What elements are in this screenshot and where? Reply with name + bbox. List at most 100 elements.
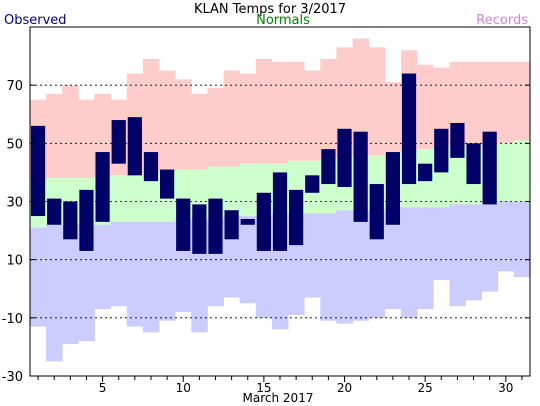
record-high-band [320,58,337,158]
observed-bar [305,175,320,193]
record-low-band [46,224,63,362]
record-high-band [513,61,531,141]
record-high-band [384,82,402,153]
observed-bar [450,122,465,158]
record-high-band [142,58,160,173]
record-high-band [481,61,499,144]
normal-range-band [239,163,257,217]
record-high-band [433,67,450,150]
observed-bar [111,120,126,164]
record-low-band [62,224,79,345]
observed-bar [160,169,175,199]
normal-range-band [513,140,531,202]
record-low-band [417,207,434,310]
x-tick-label: 20 [337,381,352,395]
record-low-band [78,224,95,342]
observed-bar [434,128,449,173]
record-high-band [62,85,79,179]
y-tick-label: 30 [6,196,23,211]
record-low-band [449,204,466,307]
record-high-band [159,70,176,173]
chart-title: KLAN Temps for 3/2017 [194,2,346,17]
observed-bar [47,198,62,225]
normal-range-band [142,172,160,222]
legend-records: Records [476,13,528,28]
record-low-band [94,224,112,310]
observed-bar [240,218,255,225]
record-low-band [126,221,144,327]
record-high-band [465,61,483,147]
observed-bar [127,117,142,176]
plot-area [30,38,531,362]
observed-bar [63,201,78,240]
observed-bar [272,172,288,251]
record-low-band [30,227,47,327]
record-high-band [78,99,95,179]
record-high-band [255,58,273,164]
normal-range-band [223,166,241,217]
record-low-band [336,210,353,324]
x-tick-label: 25 [418,381,433,395]
record-low-band [110,221,128,307]
y-tick-label: -30 [2,370,23,385]
observed-bar [143,152,159,182]
observed-bar [192,204,207,254]
record-low-band [352,210,370,321]
observed-bar [79,189,94,251]
record-low-band [497,201,515,272]
observed-bar [224,210,239,240]
record-low-band [384,207,402,310]
record-high-band [271,61,289,164]
observed-bar [369,184,384,240]
observed-bar [176,198,191,251]
observed-bar [30,125,46,217]
x-axis-label: March 2017 [243,391,314,405]
record-low-band [481,204,499,292]
observed-bar [337,128,352,187]
observed-bar [401,73,417,185]
observed-bar [466,143,481,185]
record-low-band [320,213,337,321]
observed-bar [418,163,433,182]
normal-range-band [126,175,144,222]
observed-bar [208,198,223,254]
record-high-band [46,93,63,179]
legend-normals: Normals [256,13,310,28]
observed-bar [95,152,110,222]
record-low-band [513,201,531,278]
normal-range-band [497,143,515,202]
record-high-band [223,70,241,167]
record-low-band [400,207,418,318]
observed-bar [256,192,271,251]
observed-bar [385,152,400,225]
observed-bar [353,131,368,222]
record-high-band [417,64,434,150]
normal-range-band [110,175,128,222]
y-tick-label: 10 [6,254,23,269]
record-low-band [239,216,257,304]
axes: -30 -10 10 30 50 70 5 10 15 20 25 30 [2,26,531,395]
record-high-band [368,47,386,155]
y-tick-label: -10 [2,312,23,327]
record-low-band [159,221,176,321]
observed-bar [289,189,304,246]
normal-range-band [449,146,466,205]
record-high-band [304,70,321,161]
record-high-band [239,73,257,164]
record-high-band [352,38,370,155]
y-tick-label: 50 [6,137,23,152]
record-high-band [207,88,224,167]
observed-bar [321,149,336,185]
record-high-band [497,61,515,144]
x-tick-label: 10 [176,381,191,395]
record-low-band [304,213,321,298]
record-low-band [142,221,160,333]
record-high-band [288,61,305,161]
x-tick-label: 15 [256,381,271,395]
x-tick-label: 5 [99,381,107,395]
record-low-band [465,204,483,301]
record-low-band [433,207,450,281]
x-tick-label: 30 [498,381,513,395]
record-high-band [191,93,208,170]
